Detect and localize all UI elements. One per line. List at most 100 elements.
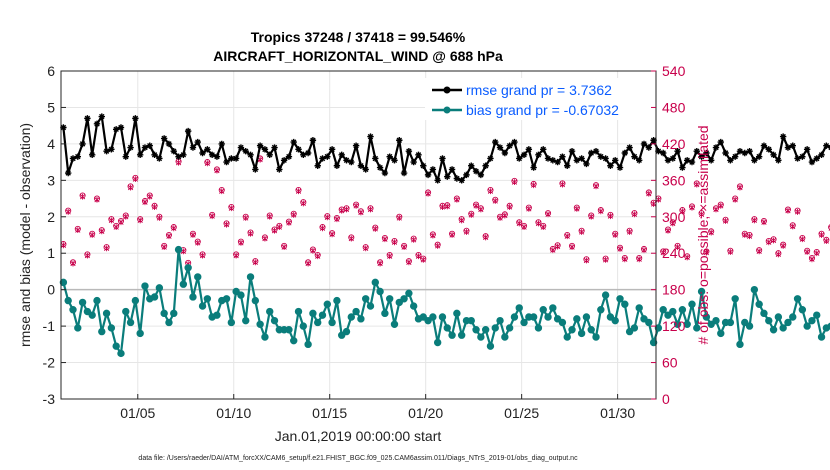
rmse-point [136,151,144,159]
rmse-point [770,151,777,159]
obs-assimilated-point [703,249,710,256]
bias-point [817,333,826,341]
obs-assimilated-point [166,233,172,240]
obs-assimilated-point [358,209,364,216]
bias-point [678,306,687,314]
rmse-point [703,149,710,157]
rmse-point [578,155,585,162]
bias-point [232,287,240,296]
bias-point [251,296,260,305]
obs-assimilated-point [281,244,287,251]
bias-point [285,326,293,334]
bias-point [784,318,792,327]
bias-point [227,318,236,327]
obs-assimilated-point [646,190,652,197]
bias-point [198,302,207,310]
bias-point [64,296,72,305]
obs-assimilated-point [746,233,753,240]
x-tick-label: 01/20 [408,405,443,421]
obs-assimilated-point [655,196,662,203]
bias-point [472,326,480,334]
bias-point [736,340,744,349]
bias-point [529,313,538,321]
rmse-point [271,144,278,151]
bias-point [184,264,192,272]
obs-assimilated-point [243,215,249,221]
y2-tick-label: 360 [662,172,686,188]
bias-point [409,302,418,310]
bias-point [477,333,485,341]
rmse-point [664,157,672,164]
obs-assimilated-point [679,208,686,215]
obs-assimilated-point [718,202,724,209]
obs-assimilated-point [444,203,450,210]
rmse-point [146,142,153,149]
obs-assimilated-point [761,219,767,226]
rmse-point [823,142,830,149]
obs-assimilated-point [353,202,359,209]
rmse-point [98,113,105,120]
rmse-point [645,144,653,151]
obs-assimilated-point [113,224,119,231]
bias-point [813,311,821,319]
rmse-point [468,162,475,169]
rmse-point [405,147,413,155]
obs-assimilated-point [502,212,508,219]
rmse-point [477,171,485,179]
y-axis-right: 0 60 120 180 240 300 360 420 480 540 [651,63,686,407]
rmse-point [156,155,163,162]
rmse-point [348,158,355,166]
rmse-point [626,144,633,151]
obs-assimilated-point [151,204,158,210]
rmse-point [717,138,724,146]
rmse-point [775,157,782,164]
y-tick-label: 3 [47,172,55,188]
bias-point [318,311,327,319]
obs-assimilated-point [228,205,234,212]
rmse-point [93,120,101,128]
y2-tick-label: 480 [662,99,686,115]
bias-point [314,318,322,327]
rmse-point [60,124,67,131]
bias-point [189,293,197,301]
bias-point [553,315,562,323]
obs-assimilated-point [756,248,762,255]
rmse-point [160,135,168,142]
bias-point [549,304,557,312]
rmse-point [540,146,547,153]
obs-assimilated-point [814,250,820,257]
obs-assimilated-point [329,231,335,238]
bias-point [83,307,92,316]
obs-assimilated-point [636,256,642,263]
y2-tick-label: 300 [662,209,686,225]
rmse-point [242,147,249,155]
bias-point [501,333,509,341]
obs-assimilated-point [694,181,700,188]
obs-assimilated-point [300,200,306,207]
rmse-point [650,137,657,144]
rmse-point [333,162,341,169]
obs-assimilated-point [391,239,398,246]
bias-point [693,324,701,332]
rmse-point [386,153,393,160]
bias-point [371,278,379,287]
obs-assimilated-point [737,184,743,191]
obs-assimilated-point [94,196,100,203]
rmse-point [338,151,345,159]
y2-axis-label: # of obs: o=possible; ×=assimilated [695,125,711,344]
rmse-point [108,146,115,153]
obs-assimilated-point [478,206,484,213]
obs-assimilated-point [367,206,374,213]
bias-point [174,245,183,254]
rmse-point [127,144,134,151]
rmse-point [256,142,264,149]
bias-point [395,298,403,307]
obs-assimilated-point [420,257,426,263]
rmse-point [813,155,820,162]
bias-point [242,316,250,325]
obs-assimilated-point [262,235,268,242]
rmse-point [727,157,734,164]
bias-point [88,311,96,319]
obs-assimilated-point [823,238,829,244]
rmse-point [741,149,748,157]
